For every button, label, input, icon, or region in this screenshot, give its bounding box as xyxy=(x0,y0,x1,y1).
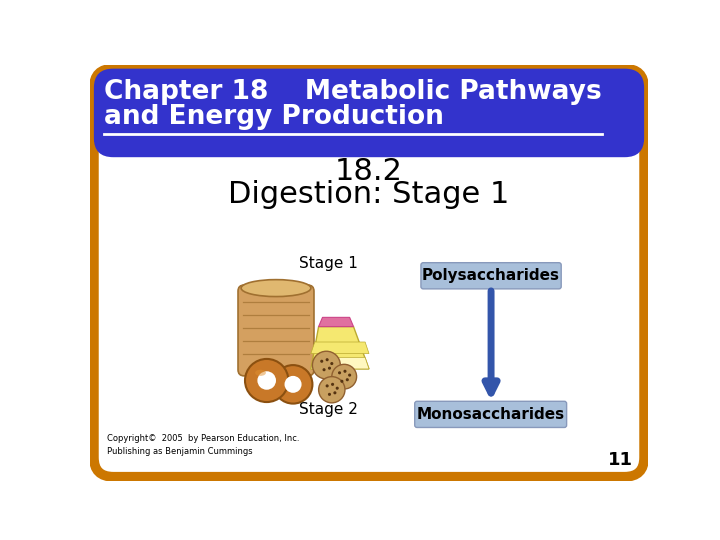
Circle shape xyxy=(343,370,346,373)
Text: 11: 11 xyxy=(608,451,632,469)
Circle shape xyxy=(312,351,341,379)
Text: Stage 2: Stage 2 xyxy=(300,402,358,417)
Ellipse shape xyxy=(255,370,266,376)
Circle shape xyxy=(320,360,323,363)
Polygon shape xyxy=(319,318,354,327)
FancyBboxPatch shape xyxy=(94,69,644,477)
Polygon shape xyxy=(311,327,369,369)
Polygon shape xyxy=(311,342,369,354)
Circle shape xyxy=(284,376,302,393)
Circle shape xyxy=(325,384,329,387)
Circle shape xyxy=(328,393,331,396)
Text: Monosaccharides: Monosaccharides xyxy=(417,407,564,422)
FancyBboxPatch shape xyxy=(94,69,644,157)
Ellipse shape xyxy=(241,280,311,296)
Circle shape xyxy=(332,364,356,389)
Circle shape xyxy=(319,377,345,403)
Circle shape xyxy=(328,367,331,370)
Circle shape xyxy=(325,358,329,361)
FancyBboxPatch shape xyxy=(238,285,314,376)
FancyBboxPatch shape xyxy=(415,401,567,428)
Polygon shape xyxy=(311,357,369,369)
Text: Stage 1: Stage 1 xyxy=(300,256,358,271)
Circle shape xyxy=(336,387,339,390)
Circle shape xyxy=(258,372,276,390)
Circle shape xyxy=(323,368,325,372)
Circle shape xyxy=(348,374,351,377)
Circle shape xyxy=(341,380,343,383)
Circle shape xyxy=(245,359,289,402)
Circle shape xyxy=(274,365,312,403)
FancyBboxPatch shape xyxy=(421,262,561,289)
Bar xyxy=(94,111,644,142)
Text: Polysaccharides: Polysaccharides xyxy=(422,268,560,284)
Circle shape xyxy=(346,378,349,381)
Text: Digestion: Stage 1: Digestion: Stage 1 xyxy=(228,180,510,210)
Text: and Energy Production: and Energy Production xyxy=(104,104,444,130)
Text: 18.2: 18.2 xyxy=(335,157,403,186)
Circle shape xyxy=(331,383,334,386)
Circle shape xyxy=(333,392,336,394)
Circle shape xyxy=(338,372,341,374)
Circle shape xyxy=(330,362,333,365)
Text: Chapter 18    Metabolic Pathways: Chapter 18 Metabolic Pathways xyxy=(104,79,602,105)
Text: Copyright©  2005  by Pearson Education, Inc.
Publishing as Benjamin Cummings: Copyright© 2005 by Pearson Education, In… xyxy=(107,434,300,456)
